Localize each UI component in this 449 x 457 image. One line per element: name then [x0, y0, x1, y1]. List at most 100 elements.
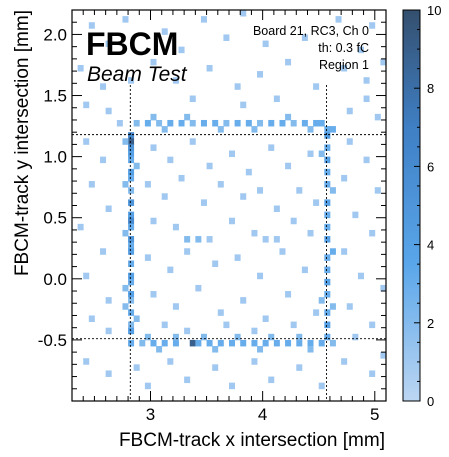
heatmap-cell: [285, 162, 292, 170]
heatmap-cell: [178, 119, 185, 127]
heatmap-cell: [329, 187, 336, 194]
info-box: Board 21, RC3, Ch 0 th: 0.3 fC Region 1: [253, 24, 369, 72]
heatmap-cell: [100, 248, 107, 255]
y-tick-label: 2.0: [43, 25, 67, 44]
heatmap-cell: [335, 16, 342, 23]
heatmap-cell: [324, 126, 331, 133]
logo-subtitle: Beam Test: [87, 63, 188, 86]
x-tick-label: 3: [146, 405, 155, 424]
y-tick-label: -0.5: [38, 331, 67, 350]
info-region: Region 1: [319, 58, 369, 72]
heatmap-cell: [83, 358, 90, 365]
heatmap-cell: [150, 291, 157, 298]
heatmap-cell: [318, 339, 325, 347]
heatmap-cell: [251, 126, 258, 133]
heatmap-cell: [212, 260, 219, 267]
heatmap-cell: [128, 138, 135, 145]
heatmap-cell: [150, 217, 157, 225]
heatmap-cell: [307, 346, 314, 353]
heatmap-cell: [105, 205, 112, 213]
heatmap-cell: [116, 119, 123, 127]
heatmap-cell: [279, 248, 286, 255]
heatmap-cell: [296, 187, 303, 194]
heatmap-cell: [128, 211, 135, 219]
heatmap-cell: [217, 309, 224, 316]
heatmap-cell: [139, 339, 146, 347]
heatmap-cell: [128, 260, 135, 267]
heatmap-cell: [122, 303, 129, 310]
heatmap-cell: [200, 16, 207, 23]
heatmap-cell: [380, 284, 386, 292]
heatmap-cell: [128, 199, 135, 206]
heatmap-cell: [313, 199, 320, 206]
heatmap-cell: [184, 113, 191, 121]
heatmap-cell: [290, 217, 297, 225]
heatmap-cell: [324, 254, 331, 261]
heatmap-cell: [357, 46, 364, 54]
heatmap-cell: [150, 58, 157, 66]
heatmap-cell: [195, 339, 202, 347]
heatmap-cell: [324, 333, 331, 341]
heatmap-cell: [285, 291, 292, 298]
heatmap-cell: [83, 101, 90, 109]
heatmap-cell: [318, 297, 325, 304]
heatmap-cell: [229, 217, 236, 225]
heatmap-cell: [307, 126, 314, 133]
info-board: Board 21, RC3, Ch 0: [253, 24, 369, 38]
heatmap-cell: [262, 339, 269, 347]
heatmap-cell: [273, 339, 280, 347]
heatmap-cell: [363, 95, 370, 103]
heatmap-cell: [223, 34, 230, 41]
heatmap-cell: [301, 34, 308, 41]
x-axis-title: FBCM-track x intersection [mm]: [119, 430, 385, 451]
heatmap-cell: [268, 376, 275, 384]
heatmap-cell: [88, 22, 95, 29]
heatmap-cell: [307, 339, 314, 347]
heatmap-cell: [346, 303, 353, 310]
heatmap-cell: [285, 339, 292, 347]
x-tick-label: 4: [258, 405, 267, 424]
heatmap-cell: [369, 321, 376, 329]
heatmap-cell: [307, 150, 314, 158]
heatmap-cell: [329, 126, 336, 133]
heatmap-cell: [324, 291, 331, 298]
heatmap-cell: [105, 107, 112, 115]
heatmap-cell: [251, 229, 258, 237]
heatmap-cell: [128, 309, 135, 316]
heatmap-cell: [324, 309, 331, 316]
heatmap-cell: [128, 297, 135, 304]
heatmap-cell: [150, 113, 157, 121]
heatmap-cell: [229, 339, 236, 347]
heatmap-cell: [285, 113, 292, 121]
heatmap-cell: [296, 339, 303, 347]
logo-title: FBCM: [86, 26, 178, 62]
heatmap-cell: [167, 358, 174, 365]
heatmap-cell: [234, 119, 241, 127]
heatmap-cell: [217, 339, 224, 347]
heatmap-cell: [150, 144, 157, 151]
heatmap-cell: [128, 132, 135, 139]
heatmap-cell: [88, 181, 95, 188]
heatmap-cell: [77, 64, 84, 72]
heatmap-cell: [189, 138, 196, 145]
heatmap-cell: [307, 229, 314, 237]
heatmap-cell: [369, 229, 376, 237]
y-tick-label: 1.0: [43, 148, 67, 167]
heatmap-cell: [251, 358, 258, 365]
heatmap-cell: [88, 315, 95, 322]
heatmap-cell: [290, 321, 297, 329]
heatmap-cell: [133, 162, 140, 170]
heatmap-cell: [257, 346, 264, 353]
heatmap-cell: [206, 64, 213, 72]
heatmap-cell: [189, 339, 196, 347]
heatmap-cell: [128, 321, 135, 329]
heatmap-cell: [161, 321, 168, 329]
heatmap-cell: [206, 236, 213, 243]
heatmap-cell: [369, 22, 376, 29]
heatmap-cell: [161, 28, 168, 35]
colorbar-tick-label: 8: [427, 81, 434, 96]
colorbar-ticks: 0 2 4 6 8 10: [414, 3, 441, 409]
heatmap-cell: [234, 254, 241, 261]
heatmap-cell: [128, 339, 135, 347]
heatmap-cell: [217, 181, 224, 188]
